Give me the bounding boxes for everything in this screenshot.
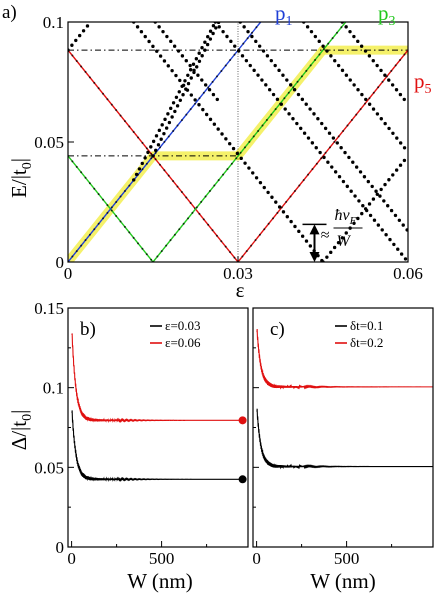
panel-a-ytick-label-2: 0.1: [43, 13, 64, 32]
panel-c-xlabel: W (nm): [310, 569, 376, 593]
panel-a-tick-labels: 0 0.03 0.06 0 0.05 0.1: [34, 13, 423, 283]
panel-b-legend: ε=0.03 ε=0.06: [150, 318, 201, 350]
dotted-line-10: [153, 22, 221, 103]
panel-b-label: b): [80, 319, 96, 340]
panel-b-frame: [67, 307, 249, 548]
panel-b-tick-labels: 0 500 0 0.05 0.1 0.15: [34, 299, 174, 568]
panel-c-series-1: [256, 329, 433, 390]
panel-a-xtick-label-2: 0.06: [393, 264, 423, 283]
panel-c: c) 0 500 W (nm) δt=0.1 δt=0.2: [252, 307, 434, 593]
panel-c-xtick-label-0: 0: [252, 549, 261, 568]
series-dots-4: [68, 22, 262, 262]
panel-b-clip-group: [71, 333, 243, 483]
panel-a-annotation: ≈ ħvF W: [302, 207, 363, 262]
panel-b: b) 0 500 0 0.05 0.1 0.15 W (nm) Δ/|t0| ε=0.03…: [7, 299, 249, 593]
panel-b-endpoint-0: [238, 475, 247, 484]
panel-c-legend-label-0: δt=0.1: [350, 318, 383, 333]
panel-b-ytick-label-0: 0: [56, 538, 65, 557]
series-label-2: p5: [414, 69, 432, 97]
dotted-line-9: [132, 22, 218, 182]
panel-a-xtick-label-0: 0: [64, 264, 73, 283]
panel-a-ylabel: E/|t0|: [7, 158, 35, 198]
panel-c-xtick-label-1: 500: [334, 549, 360, 568]
panel-b-plot-area: [67, 307, 249, 548]
dotted-line-13: [340, 22, 408, 106]
dotted-line-5: [68, 22, 93, 52]
dotted-line-11: [213, 22, 408, 262]
panel-c-tick-labels: 0 500: [252, 549, 359, 568]
panel-a-clip-group: [68, 22, 408, 262]
dotted-line-12: [238, 22, 408, 233]
annotation-approx: ≈: [321, 227, 330, 244]
panel-b-legend-label-1: ε=0.06: [165, 335, 201, 350]
dotted-line-7: [321, 154, 408, 262]
series-label-1: p3: [378, 1, 396, 29]
panel-a-xlabel: ε: [236, 278, 245, 302]
panel-a-plot-area: [67, 21, 409, 263]
panel-c-series-0: [256, 408, 433, 470]
annotation-numerator: ħvF: [335, 207, 357, 227]
panel-c-clip-group: [256, 329, 433, 470]
panel-a-xtick-label-1: 0.03: [223, 264, 253, 283]
panel-b-xlabel: W (nm): [127, 569, 193, 593]
panel-b-ytick-label-1: 0.05: [34, 458, 64, 477]
panel-b-endpoint-1: [238, 416, 247, 425]
panel-c-plot-area: [252, 307, 434, 548]
panel-b-xtick-label-1: 500: [149, 549, 175, 568]
panel-a: a) 0 0.03 0.06 0 0.05 0.1 ε E/|t0| p1 p3 p5 ≈ ħv…: [2, 1, 432, 302]
dotted-line-8: [151, 22, 221, 158]
panel-b-legend-label-0: ε=0.03: [165, 318, 201, 333]
panel-b-ytick-label-3: 0.15: [34, 299, 64, 318]
panel-c-legend: δt=0.1 δt=0.2: [335, 318, 383, 350]
panel-b-xtick-label-0: 0: [67, 549, 76, 568]
panel-b-series-1: [71, 333, 243, 424]
panel-a-ytick-label-0: 0: [56, 253, 65, 272]
series-label-0: p1: [275, 1, 293, 29]
annotation-arrow-head-up: [309, 224, 320, 235]
dotted-line-14: [302, 22, 408, 154]
annotation-denominator: W: [337, 233, 352, 250]
panel-b-ytick-label-2: 0.1: [43, 379, 64, 398]
annotation-arrow-head-down: [309, 252, 320, 262]
panel-a-label: a): [2, 2, 17, 23]
panel-a-series-labels: p1 p3 p5: [275, 1, 432, 97]
panel-c-label: c): [270, 319, 285, 340]
panel-b-series-0: [71, 410, 243, 483]
panel-a-ytick-label-1: 0.05: [34, 133, 64, 152]
panel-b-ylabel: Δ/|t0|: [7, 410, 35, 451]
panel-c-frame: [252, 307, 434, 548]
series-dots-3: [152, 22, 347, 262]
dotted-line-6: [132, 22, 325, 262]
panel-c-legend-label-1: δt=0.2: [350, 335, 383, 350]
